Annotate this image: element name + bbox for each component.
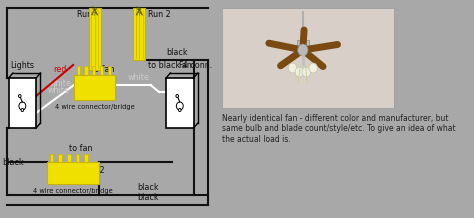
Bar [297, 40, 309, 46]
Text: white: white [49, 78, 72, 87]
Circle shape [302, 67, 310, 77]
Bar [89, 8, 100, 70]
Bar [77, 66, 80, 75]
Text: to fan: to fan [69, 144, 92, 153]
Text: white: white [47, 86, 69, 95]
Text: to fan: to fan [91, 65, 115, 74]
Text: to
?: to ? [136, 6, 143, 17]
Bar [9, 78, 36, 128]
Bar [76, 154, 79, 162]
Circle shape [298, 44, 308, 56]
Text: Fan: Fan [178, 61, 192, 70]
Text: Lights: Lights [10, 61, 35, 70]
Circle shape [19, 102, 26, 110]
Circle shape [176, 102, 183, 110]
Text: to
?: to ? [91, 6, 98, 17]
Bar [100, 66, 103, 75]
Text: to run 2: to run 2 [73, 166, 105, 175]
Text: to black 4 conn.: to black 4 conn. [148, 61, 212, 70]
Circle shape [176, 94, 179, 97]
Bar [67, 154, 71, 162]
Text: Nearly identical fan - different color and manufacturer, but
same bulb and blade: Nearly identical fan - different color a… [222, 114, 456, 144]
Text: red: red [54, 65, 67, 74]
Bar [84, 154, 88, 162]
Text: black: black [2, 158, 24, 167]
Text: black: black [137, 183, 159, 192]
Bar [50, 154, 54, 162]
Bar [133, 8, 146, 60]
Bar [92, 66, 95, 75]
Circle shape [21, 109, 24, 111]
Text: 4 wire connector/bridge: 4 wire connector/bridge [55, 104, 135, 110]
Circle shape [18, 94, 21, 97]
Bar [166, 78, 193, 128]
Bar [74, 75, 115, 100]
Text: Run 1: Run 1 [77, 10, 100, 19]
Circle shape [288, 63, 297, 73]
Text: black: black [166, 48, 188, 57]
Text: black: black [137, 193, 159, 202]
Text: Run 2: Run 2 [148, 10, 171, 19]
Text: 4 wire connector/bridge: 4 wire connector/bridge [33, 188, 113, 194]
Text: white: white [128, 73, 149, 82]
Bar [108, 66, 111, 75]
Bar [47, 162, 99, 184]
Bar [58, 154, 62, 162]
Bar [84, 66, 88, 75]
Circle shape [295, 67, 304, 77]
Circle shape [309, 63, 318, 73]
Bar [222, 8, 394, 108]
Circle shape [179, 109, 181, 111]
